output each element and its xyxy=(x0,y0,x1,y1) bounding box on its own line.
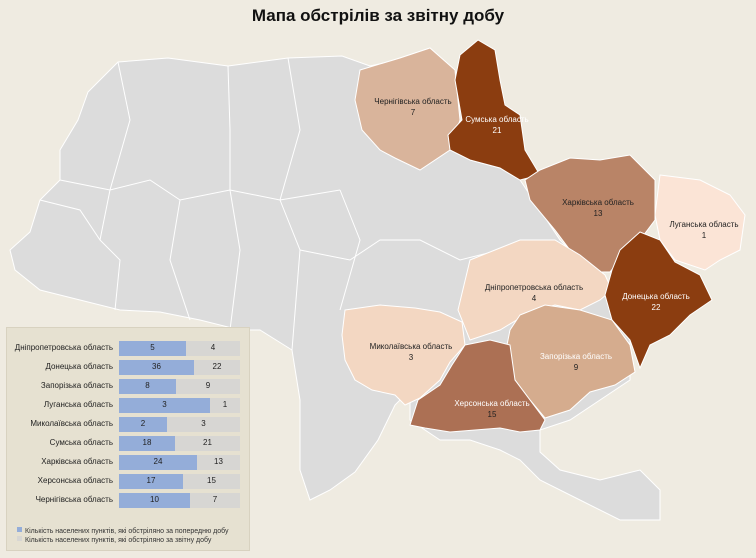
page-title: Мапа обстрілів за звітну добу xyxy=(251,6,505,25)
region-label-chernihiv: Чернігівська область xyxy=(374,97,451,106)
value-label-previous: 3 xyxy=(162,400,167,409)
bar-previous xyxy=(119,493,190,508)
bar-current: 17 15 xyxy=(119,474,240,489)
chart-row: Донецька область 36 22 xyxy=(7,360,249,375)
category-label: Донецька область xyxy=(45,362,113,371)
value-label-current: 21 xyxy=(203,438,212,447)
legend-swatch-current xyxy=(17,536,22,541)
value-label-current: 3 xyxy=(201,419,206,428)
region-label-kharkiv: Харківська область xyxy=(562,198,634,207)
value-label-previous: 36 xyxy=(152,362,161,371)
value-label-previous: 8 xyxy=(145,381,150,390)
value-label-current: 4 xyxy=(210,343,216,352)
chart-row: Чернігівська область 10 7 xyxy=(7,493,249,508)
region-kherson xyxy=(409,339,546,433)
chart-row: Запорізька область 8 9 xyxy=(7,379,249,394)
value-label-current: 22 xyxy=(212,362,222,371)
region-mykolaiv xyxy=(341,304,466,406)
bar-current: 24 13 xyxy=(119,455,240,470)
chart-panel: Дніпропетровська область 5 4 Донецька облас… xyxy=(6,327,250,551)
value-label-current: 15 xyxy=(207,476,216,485)
legend-swatch-previous xyxy=(17,527,22,532)
region-label-zaporizhzhia: Запорізька область xyxy=(540,352,612,361)
oblast-borders xyxy=(39,57,501,351)
category-label: Запорізька область xyxy=(40,381,113,390)
value-label-previous: 2 xyxy=(140,419,146,428)
region-value-kherson: 15 xyxy=(488,410,497,419)
region-value-kharkiv: 13 xyxy=(594,209,603,218)
region-value-zaporizhzhia: 9 xyxy=(574,363,579,372)
region-chernihiv xyxy=(354,47,461,171)
category-label: Дніпропетровська область xyxy=(14,343,113,352)
value-label-previous: 24 xyxy=(153,457,163,466)
category-label: Чернігівська область xyxy=(35,495,113,504)
value-label-current: 13 xyxy=(214,457,223,466)
value-label-previous: 10 xyxy=(150,495,159,504)
region-label-sumy: Сумська область xyxy=(465,115,528,124)
value-label-previous: 5 xyxy=(150,343,155,352)
region-donetsk xyxy=(604,231,713,370)
region-label-dnipropetrovsk: Дніпропетровська область xyxy=(485,283,583,292)
category-label: Сумська область xyxy=(49,438,113,447)
legend-previous: Кількість населених пунктів, які обстріл… xyxy=(17,527,249,535)
region-dnipropetrovsk xyxy=(457,239,613,341)
bar-current: 36 22 xyxy=(119,360,240,375)
bar-previous xyxy=(119,341,186,356)
chart-row: Дніпропетровська область 5 4 xyxy=(7,341,249,356)
bar-previous xyxy=(119,474,183,489)
region-label-kherson: Херсонська область xyxy=(454,399,529,408)
legend-label-current: Кількість населених пунктів, які обстріл… xyxy=(25,537,212,544)
region-value-chernihiv: 7 xyxy=(411,108,416,117)
value-label-previous: 18 xyxy=(142,438,152,447)
value-label-previous: 17 xyxy=(146,476,156,485)
chart-row: Харківська область 24 13 xyxy=(7,455,249,470)
category-label: Херсонська область xyxy=(37,476,113,485)
legend-current: Кількість населених пунктів, які обстріл… xyxy=(17,536,249,544)
category-label: Луганська область xyxy=(43,400,113,409)
value-label-current: 7 xyxy=(212,495,218,504)
region-value-donetsk: 22 xyxy=(652,303,661,312)
region-value-luhansk: 1 xyxy=(702,231,707,240)
bar-previous xyxy=(119,417,167,432)
category-label: Миколаївська область xyxy=(30,419,113,428)
bar-previous xyxy=(119,455,197,470)
bar-current: 10 7 xyxy=(119,493,240,508)
region-value-sumy: 21 xyxy=(493,126,502,135)
value-label-current: 1 xyxy=(222,400,228,409)
value-label-current: 9 xyxy=(205,381,211,390)
chart-row: Херсонська область 17 15 xyxy=(7,474,249,489)
bar-previous xyxy=(119,436,175,451)
chart-row: Миколаївська область 2 3 xyxy=(7,417,249,432)
bar-previous xyxy=(119,379,176,394)
category-label: Харківська область xyxy=(41,457,113,466)
region-luhansk xyxy=(654,174,746,271)
bar-previous xyxy=(119,360,194,375)
region-value-dnipropetrovsk: 4 xyxy=(532,294,537,303)
chart-row: Луганська область 3 1 xyxy=(7,398,249,413)
region-label-luhansk: Луганська область xyxy=(669,220,738,229)
bar-previous xyxy=(119,398,210,413)
region-label-donetsk: Донецька область xyxy=(622,292,690,301)
region-label-mykolaiv: Миколаївська область xyxy=(370,342,453,351)
chart-row: Сумська область 18 21 xyxy=(7,436,249,451)
region-value-mykolaiv: 3 xyxy=(409,353,414,362)
bar-current: 18 21 xyxy=(119,436,240,451)
legend-label-previous: Кількість населених пунктів, які обстріл… xyxy=(25,528,229,535)
